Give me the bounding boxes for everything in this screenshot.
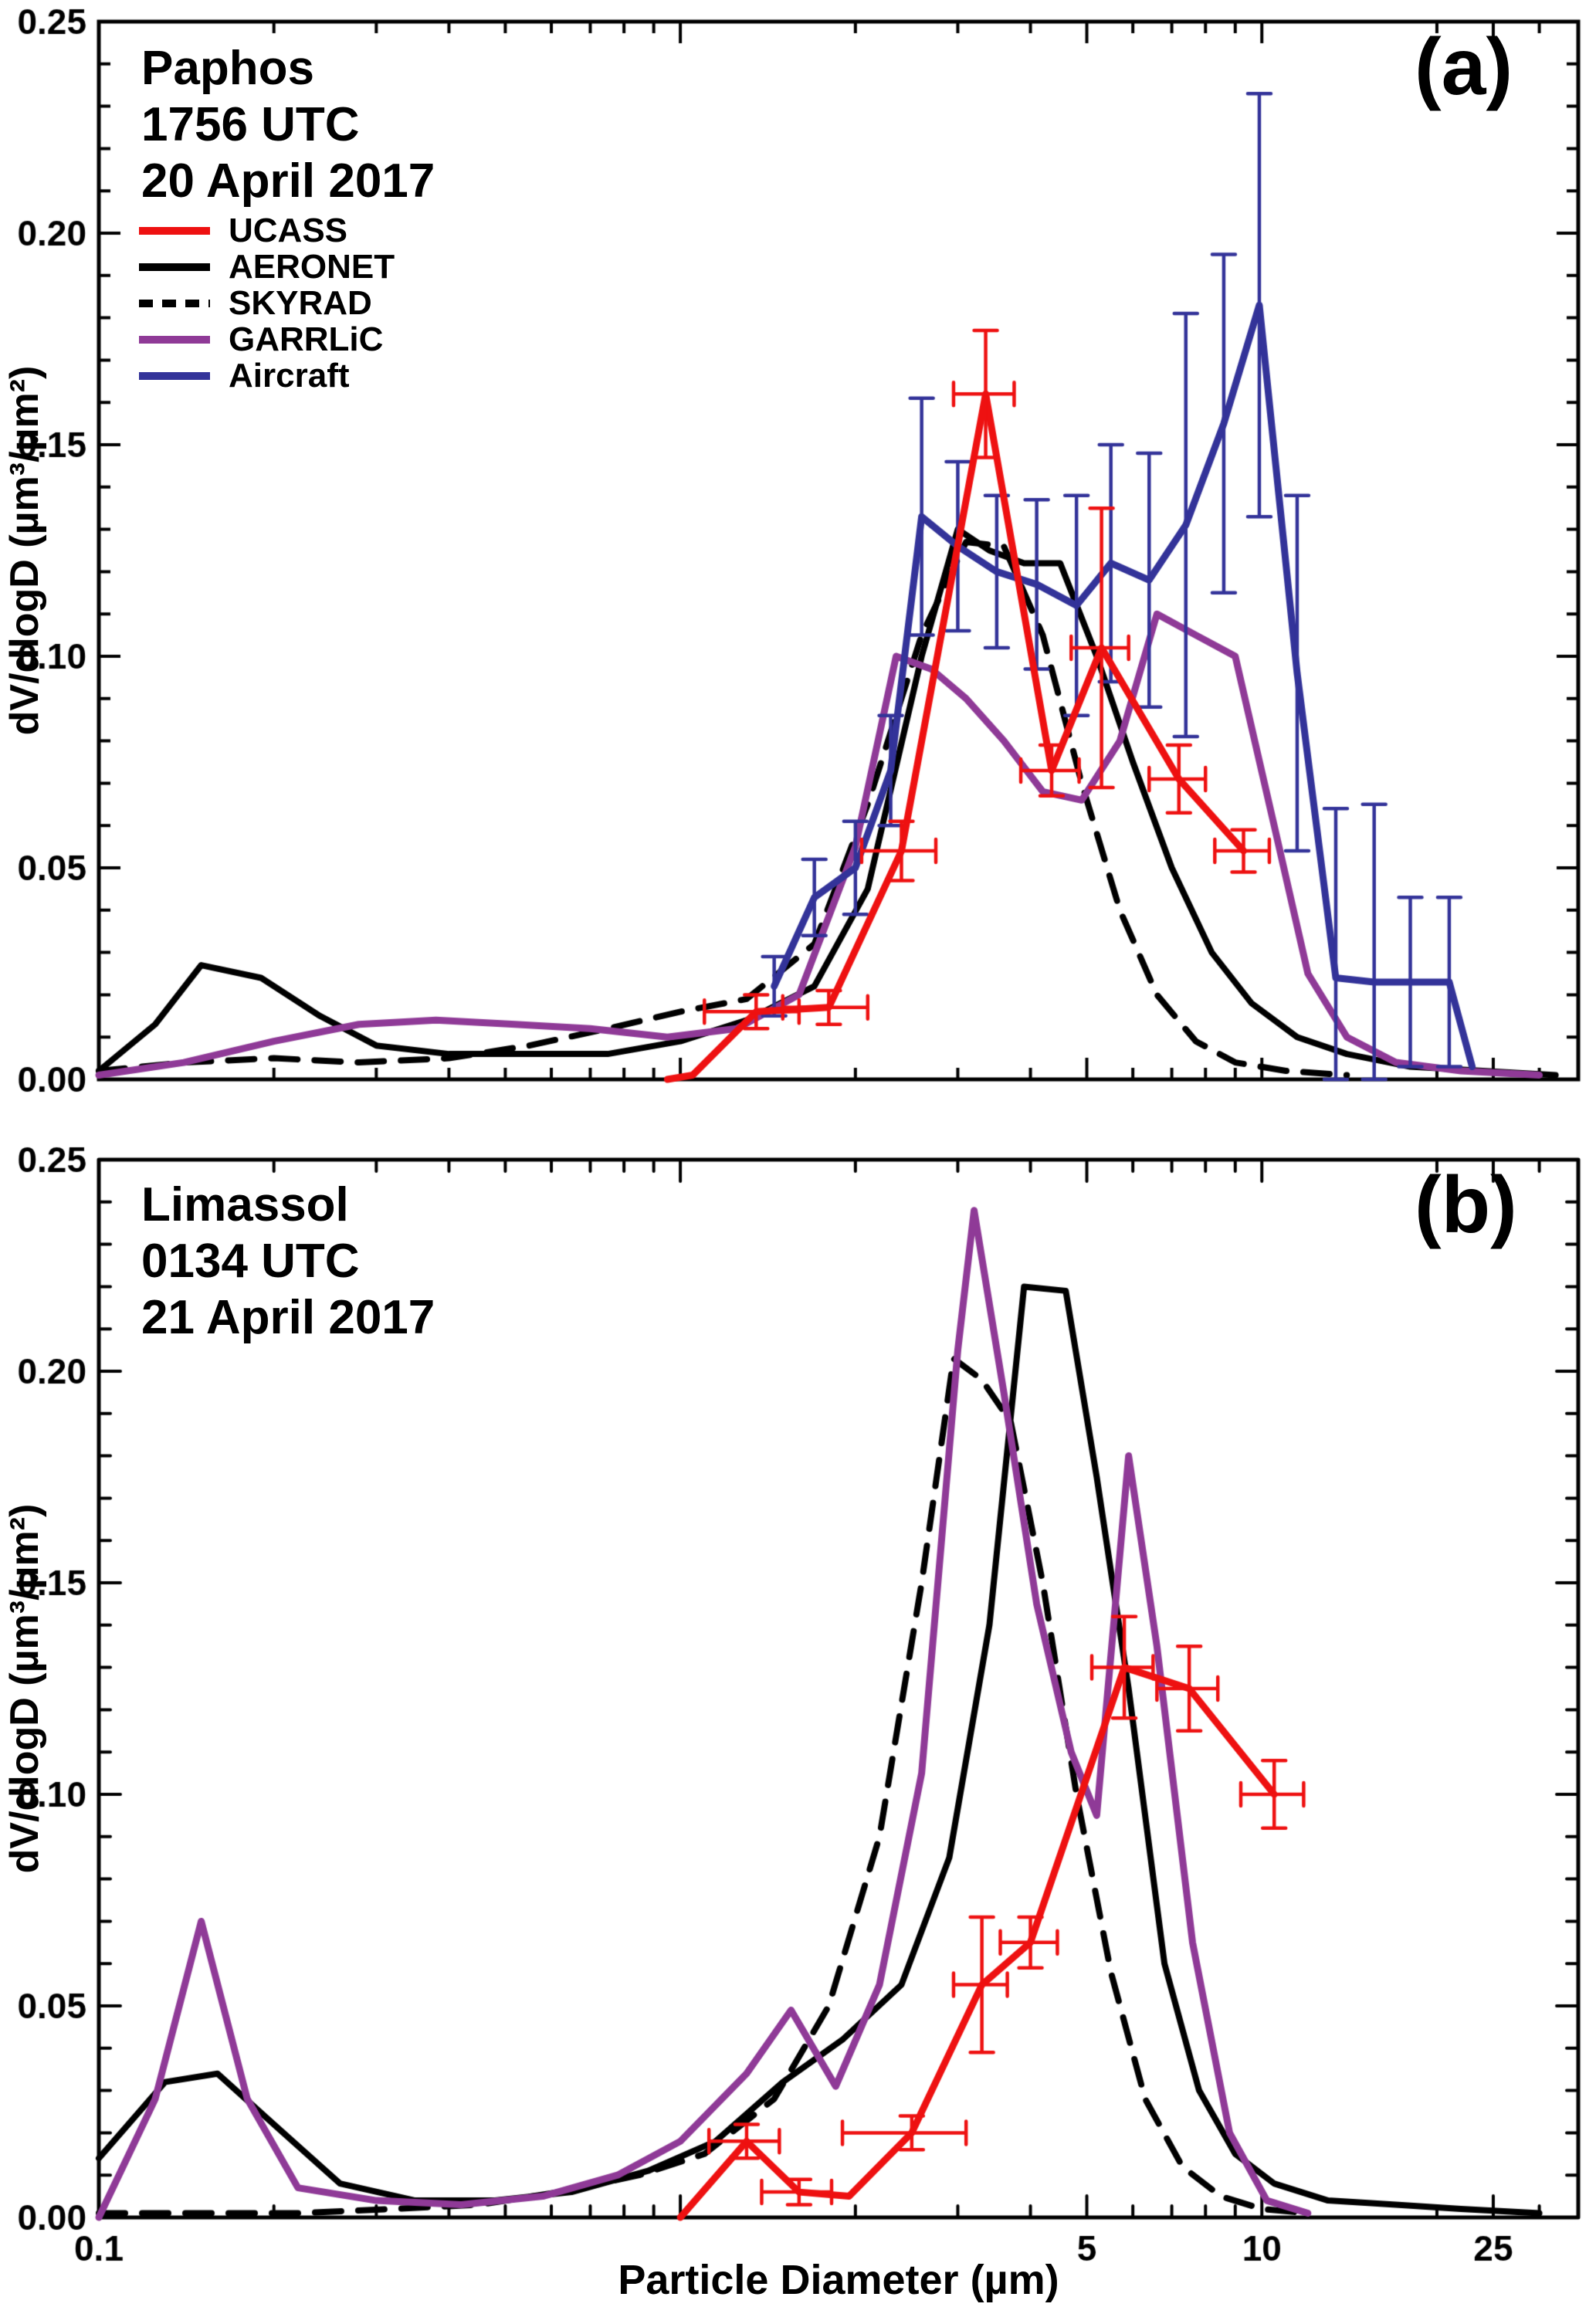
legend-label-aeronet: AERONET — [229, 248, 395, 286]
panel-b-title: Limassol 0134 UTC 21 April 2017 — [141, 1177, 435, 1346]
legend-swatch-aircraft — [139, 372, 210, 380]
legend-label-aircraft: Aircraft — [229, 357, 350, 395]
legend: UCASS AERONET SKYRAD GARRLiC Aircraft — [139, 212, 395, 395]
legend-label-skyrad: SKYRAD — [229, 284, 372, 322]
panel-b-title-line3: 21 April 2017 — [141, 1291, 435, 1345]
panel-a-title: Paphos 1756 UTC 20 April 2017 — [141, 40, 435, 209]
y-axis-label-panel-a: dV/dlogD (µm³/µm²) — [2, 365, 47, 736]
legend-swatch-skyrad — [139, 300, 210, 307]
panel-b-letter: (b) — [1415, 1160, 1517, 1250]
legend-swatch-aeronet — [139, 263, 210, 271]
legend-item-ucass: UCASS — [139, 212, 395, 249]
legend-item-garrlic: GARRLiC — [139, 320, 395, 358]
y-axis-label-panel-b: dV/dlogD (µm³/µm²) — [2, 1503, 47, 1874]
panel-a-title-line1: Paphos — [141, 42, 314, 95]
panel-b-title-line1: Limassol — [141, 1178, 349, 1231]
panel-a-letter: (a) — [1415, 22, 1513, 112]
panel-b-title-line2: 0134 UTC — [141, 1235, 360, 1289]
legend-label-ucass: UCASS — [229, 212, 348, 249]
legend-item-aircraft: Aircraft — [139, 357, 395, 395]
x-axis-label: Particle Diameter (µm) — [618, 2257, 1059, 2303]
legend-label-garrlic: GARRLiC — [229, 320, 384, 358]
legend-item-aeronet: AERONET — [139, 248, 395, 286]
legend-swatch-ucass — [139, 227, 210, 235]
legend-swatch-garrlic — [139, 336, 210, 344]
panel-a-title-line2: 1756 UTC — [141, 98, 360, 152]
legend-item-skyrad: SKYRAD — [139, 284, 395, 322]
panel-a-title-line3: 20 April 2017 — [141, 154, 435, 208]
